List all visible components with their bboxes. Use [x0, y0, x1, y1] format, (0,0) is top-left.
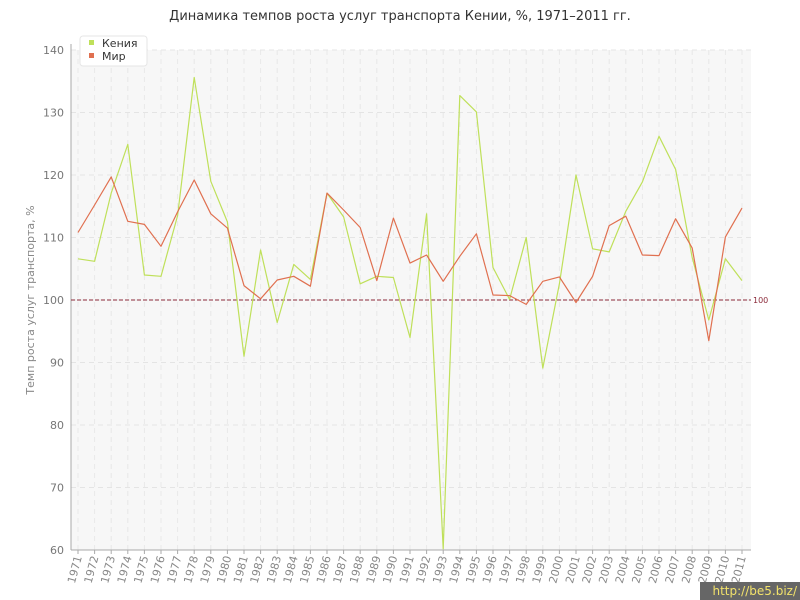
y-tick-label: 80 [50, 419, 64, 432]
series-lines [77, 76, 743, 550]
chart-title: Динамика темпов роста услуг транспорта К… [169, 9, 631, 24]
y-tick-label: 110 [43, 232, 64, 245]
legend[interactable]: Кения Мир [79, 35, 148, 67]
series-line-world [77, 176, 743, 342]
series-line-kenya [77, 76, 743, 550]
y-tick-label: 90 [50, 357, 64, 370]
legend-label-world: Мир [102, 50, 126, 63]
y-tick-label: 60 [50, 544, 64, 557]
x-tick-labels: 1971197219731974197519761977197819791980… [65, 550, 749, 585]
reference-line-label: 100 [753, 296, 768, 305]
y-tick-label: 120 [43, 169, 64, 182]
legend-swatch-kenya [89, 40, 94, 45]
watermark[interactable]: http://be5.biz/ [700, 582, 800, 600]
vertical-gridlines [77, 50, 743, 550]
legend-box [79, 35, 148, 67]
y-tick-label: 130 [43, 107, 64, 120]
y-tick-label: 140 [43, 44, 64, 57]
legend-label-kenya: Кения [102, 37, 138, 50]
y-tick-label: 70 [50, 482, 64, 495]
y-axis-title: Темп роста услуг транспорта, % [24, 205, 37, 395]
legend-swatch-world [89, 53, 94, 58]
y-tick-labels: 60 70 80 90 100 110 120 130 140 [43, 44, 64, 557]
reference-line-group: 100 [71, 296, 768, 305]
x-tick-label: 2011 [729, 554, 749, 584]
y-tick-label: 100 [43, 294, 64, 307]
